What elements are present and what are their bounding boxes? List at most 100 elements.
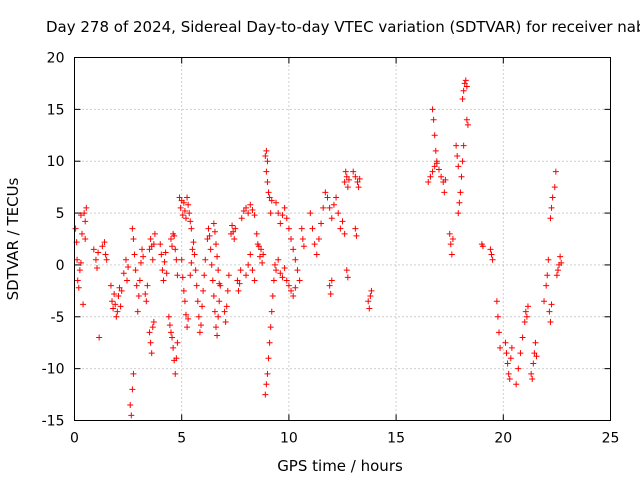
- data-point: [167, 329, 174, 336]
- data-point: [281, 265, 288, 272]
- data-point: [265, 355, 272, 362]
- y-tick-label: -15: [42, 414, 65, 430]
- data-point: [463, 116, 470, 123]
- data-point: [296, 277, 303, 284]
- data-point: [266, 339, 273, 346]
- data-point: [299, 236, 306, 242]
- data-point: [110, 305, 117, 312]
- data-point: [140, 253, 147, 260]
- data-point: [148, 350, 155, 357]
- data-point: [216, 280, 223, 287]
- data-point: [107, 282, 114, 289]
- data-point: [149, 324, 156, 331]
- x-tick-label: 20: [494, 431, 512, 447]
- data-point: [75, 284, 82, 291]
- data-point: [267, 324, 274, 331]
- data-point: [181, 207, 188, 214]
- data-point: [431, 163, 438, 170]
- data-point: [122, 256, 129, 263]
- data-point: [247, 201, 254, 208]
- data-point: [179, 212, 186, 219]
- data-point: [222, 318, 229, 325]
- data-point: [322, 189, 329, 196]
- data-points: [72, 77, 565, 419]
- data-point: [330, 201, 337, 208]
- data-point: [366, 305, 373, 312]
- data-point: [196, 329, 203, 336]
- data-point: [350, 168, 357, 175]
- data-point: [169, 334, 176, 341]
- data-point: [142, 290, 149, 297]
- data-point: [202, 256, 209, 263]
- data-point: [543, 282, 550, 289]
- data-point: [253, 230, 260, 237]
- data-point: [513, 381, 520, 388]
- data-point: [326, 282, 333, 289]
- data-point: [502, 339, 509, 346]
- data-point: [311, 241, 318, 248]
- data-point: [292, 284, 299, 291]
- data-point: [341, 178, 348, 185]
- data-point: [255, 243, 262, 250]
- data-point: [292, 256, 299, 263]
- data-point: [102, 251, 109, 258]
- x-tick-label: 10: [280, 431, 298, 447]
- data-point: [449, 236, 456, 242]
- data-point: [194, 298, 201, 305]
- x-tick-label: 0: [70, 431, 79, 447]
- data-point: [135, 293, 142, 300]
- data-point: [166, 322, 173, 329]
- data-point: [191, 251, 198, 258]
- data-point: [113, 313, 120, 320]
- data-point: [531, 350, 538, 357]
- data-point: [522, 308, 529, 315]
- data-point: [506, 376, 513, 383]
- data-point: [263, 147, 270, 154]
- data-point: [283, 277, 290, 284]
- data-point: [431, 132, 438, 139]
- data-point: [552, 168, 559, 175]
- data-point: [309, 225, 316, 232]
- data-point: [158, 251, 165, 258]
- data-point: [224, 287, 231, 294]
- data-point: [448, 251, 455, 258]
- y-tick-label: 10: [47, 154, 65, 170]
- data-point: [149, 256, 156, 263]
- data-point: [551, 184, 558, 191]
- data-point: [184, 324, 191, 331]
- data-point: [130, 370, 137, 377]
- data-point: [458, 173, 465, 180]
- data-point: [318, 220, 325, 227]
- data-point: [262, 153, 269, 160]
- data-point: [195, 313, 202, 320]
- data-point: [523, 313, 530, 320]
- data-point: [116, 284, 123, 291]
- data-point: [339, 218, 346, 225]
- data-point: [487, 246, 494, 253]
- data-point: [221, 308, 228, 315]
- data-point: [277, 270, 284, 277]
- data-point: [337, 225, 344, 232]
- data-point: [118, 287, 125, 294]
- data-point: [206, 232, 213, 239]
- data-point: [150, 318, 157, 325]
- data-point: [237, 267, 244, 274]
- data-point: [143, 298, 150, 305]
- data-point: [95, 249, 102, 256]
- data-point: [151, 230, 158, 237]
- data-point: [493, 298, 500, 305]
- data-point: [132, 267, 139, 274]
- data-point: [144, 282, 151, 289]
- data-point: [243, 272, 250, 279]
- data-point: [459, 95, 466, 102]
- data-point: [454, 153, 461, 160]
- data-point: [327, 290, 334, 297]
- data-point: [547, 318, 554, 325]
- data-point: [298, 225, 305, 232]
- x-tick-label: 5: [177, 431, 186, 447]
- data-point: [238, 215, 245, 222]
- data-point: [435, 166, 442, 173]
- data-point: [342, 168, 349, 175]
- data-point: [114, 308, 121, 315]
